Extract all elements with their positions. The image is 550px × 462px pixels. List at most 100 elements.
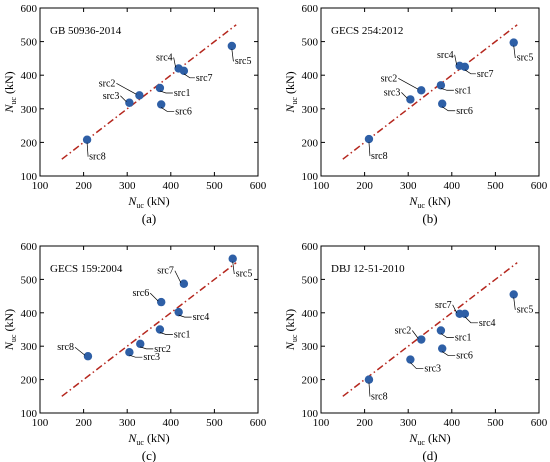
point-label-src6: src6 [456,106,473,117]
data-point-src3 [406,355,415,364]
point-label-src2: src2 [154,344,171,355]
point-label-src4: src4 [479,318,496,329]
x-tick-label: 600 [531,417,548,429]
leader-line [410,362,424,369]
leader-line [442,106,456,112]
leader-line [464,69,476,75]
data-point-src6 [157,297,166,307]
point-label-src8: src8 [57,342,74,353]
leader-line [368,142,371,157]
point-label-src4: src4 [193,312,210,323]
x-tick-label: 400 [163,180,180,192]
x-tick-label: 500 [206,417,223,429]
plot-frame [320,245,540,414]
point-label-src2: src2 [99,78,116,89]
data-point-src8 [82,135,92,144]
y-tick-label: 600 [302,3,319,15]
point-label-src7: src7 [196,73,213,84]
data-point-src8 [83,352,93,361]
point-label-src4: src4 [437,50,454,61]
y-axis-label: Nuc (kN) [283,309,299,351]
point-label-src4: src4 [156,52,173,63]
leader-line [86,142,89,157]
point-label-src7: src7 [477,69,494,80]
leader-line [178,314,192,318]
leader-line [513,45,516,58]
point-label-src6: src6 [456,351,473,362]
x-tick-label: 100 [313,417,330,429]
x-axis-label: Nuc (kN) [408,431,450,447]
leader-line [368,382,371,397]
data-point-src6 [438,344,447,353]
panel-label: (c) [142,448,156,462]
data-point-src8 [364,134,374,144]
data-point-src1 [436,326,446,335]
x-tick-label: 300 [119,180,136,192]
x-tick-label: 300 [400,417,417,429]
point-label-src3: src3 [424,364,441,375]
x-tick-label: 600 [250,180,267,192]
y-tick-label: 400 [21,308,38,320]
data-point-src5 [509,290,518,299]
y-tick-label: 500 [302,37,319,49]
x-tick-label: 500 [487,180,504,192]
x-tick-label: 400 [444,417,461,429]
leader-line [442,351,456,356]
leader-line [183,73,195,79]
point-label-src1: src1 [455,333,472,344]
data-point-src8 [364,375,374,384]
y-tick-label: 600 [21,241,38,253]
y-tick-label: 300 [302,104,319,116]
plot-frame [39,245,259,414]
x-tick-label: 300 [400,180,417,192]
data-point-src5 [228,254,237,263]
y-tick-label: 400 [302,308,319,320]
panel-label: (b) [422,211,437,226]
data-point-src6 [157,100,166,109]
x-tick-label: 500 [487,417,504,429]
data-point-src2 [135,91,144,100]
reference-line-y-equals-x [61,262,237,397]
point-label-src1: src1 [455,85,472,96]
inset-title: DBJ 12-51-2010 [331,263,405,275]
x-tick-label: 200 [75,417,92,429]
data-point-src1 [155,83,165,93]
leader-line [159,90,173,94]
data-point-src5 [227,41,237,51]
leader-line [173,57,176,68]
point-label-src6: src6 [133,288,150,299]
leader-line [440,87,454,91]
leader-line [440,333,454,338]
panel-label: (a) [142,211,156,226]
x-tick-label: 200 [356,417,373,429]
leader-line [129,354,143,358]
point-label-src7: src7 [157,266,174,277]
data-point-src1 [436,81,446,90]
data-point-src6 [438,99,447,108]
x-tick-label: 500 [206,180,223,192]
x-tick-label: 400 [163,417,180,429]
leader-line [140,346,154,350]
point-label-src3: src3 [384,87,401,98]
chart-panel-1: 100 200 300 400 500 600 100 200 300 400 500 600 Nuc … [2,3,267,226]
inset-title: GB 50936-2014 [50,25,122,37]
point-label-src3: src3 [143,352,160,363]
y-tick-label: 200 [21,375,38,387]
y-tick-label: 300 [302,341,319,353]
y-tick-label: 500 [302,274,319,286]
x-tick-label: 100 [32,180,49,192]
x-tick-label: 200 [356,180,373,192]
leader-line [159,332,173,335]
y-tick-label: 100 [302,408,319,420]
leader-line [232,261,235,275]
point-label-src1: src1 [174,330,191,341]
chart-panel-4: 100 200 300 400 500 600 100 200 300 400 500 600 Nuc … [283,241,548,462]
y-axis-label: Nuc (kN) [283,71,299,113]
plot-frame [39,7,259,177]
data-point-src1 [155,325,165,334]
data-point-src7 [179,279,189,288]
leader-line [513,297,516,310]
x-tick-label: 100 [32,417,49,429]
y-tick-label: 200 [21,137,38,149]
